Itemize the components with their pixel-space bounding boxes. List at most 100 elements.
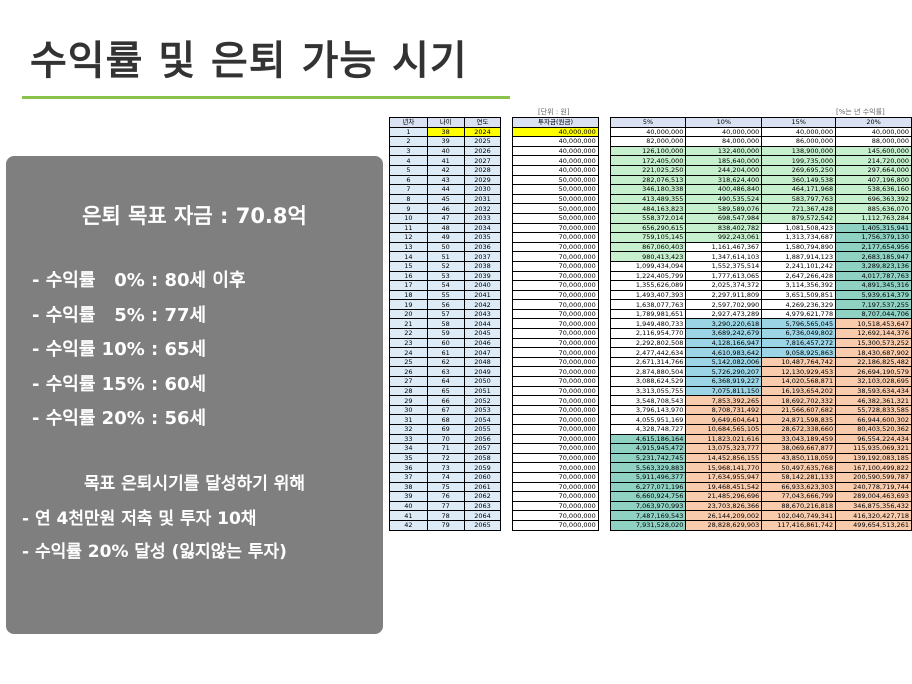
- cell-year: 2065: [463, 519, 502, 531]
- column-spacer: [598, 347, 611, 358]
- cell-rate-5: 2,477,442,634: [609, 347, 687, 358]
- cell-age: 63: [426, 366, 465, 378]
- cell-rate-20: 538,636,160: [835, 184, 912, 195]
- column-spacer: [500, 136, 513, 147]
- cell-rate-5: 3,313,055,755: [609, 385, 687, 397]
- cell-principal: 70,000,000: [512, 462, 599, 473]
- column-spacer: [500, 376, 513, 387]
- table-row: 19 56 2042 70,000,000 1,638,077,763 2,597,702…: [389, 299, 912, 310]
- cell-rate-5: 5,563,329,883: [609, 462, 687, 473]
- cell-rate-20: 55,728,833,585: [835, 404, 912, 416]
- column-spacer: [500, 242, 513, 252]
- column-spacer: [500, 223, 513, 233]
- column-spacer: [598, 386, 611, 396]
- header-spacer: [598, 117, 611, 128]
- cell-rate-20: 297,664,000: [835, 164, 912, 176]
- cell-age: 70: [426, 433, 465, 445]
- column-spacer: [598, 175, 611, 185]
- cell-age: 44: [426, 184, 465, 195]
- cell-rate-10: 14,452,856,155: [685, 452, 763, 464]
- cell-year-index: 22: [389, 328, 428, 339]
- table-row: 11 48 2034 70,000,000 656,290,615 838,402,782…: [389, 222, 912, 234]
- cell-year-index: 31: [389, 414, 428, 425]
- cell-rate-5: 867,060,403: [609, 241, 687, 253]
- cell-rate-10: 1,161,467,367: [685, 241, 763, 253]
- cell-year: 2040: [463, 280, 502, 291]
- cell-rate-5: 6,660,924,756: [609, 491, 687, 502]
- column-spacer: [598, 299, 611, 310]
- column-spacer: [598, 366, 611, 377]
- cell-rate-10: 3,689,242,679: [685, 328, 763, 339]
- cell-year-index: 36: [389, 462, 428, 473]
- cell-rate-20: 214,720,000: [835, 155, 912, 166]
- column-spacer: [500, 491, 513, 502]
- column-spacer: [598, 405, 611, 415]
- cell-rate-5: 4,915,945,472: [609, 443, 687, 454]
- cell-rate-10: 7,075,811,150: [685, 385, 763, 397]
- cell-year-index: 16: [389, 270, 428, 282]
- cell-age: 73: [426, 462, 465, 473]
- rate-line-10: - 수익률 10% : 65세: [32, 339, 207, 360]
- cell-rate-15: 2,647,266,428: [761, 270, 837, 282]
- cell-principal: 70,000,000: [512, 280, 599, 291]
- table-row: 14 51 2037 70,000,000 980,413,423 1,347,614,1…: [389, 251, 912, 262]
- cell-rate-15: 88,670,216,818: [761, 500, 837, 512]
- cell-rate-5: 1,493,407,393: [609, 289, 687, 301]
- cell-rate-5: 980,413,423: [609, 251, 687, 262]
- cell-rate-10: 10,684,565,105: [685, 424, 763, 435]
- cell-rate-10: 490,535,524: [685, 193, 763, 205]
- summary-panel: 은퇴 목표 자금 : 70.8억 - 수익률 0% : 80세 이후 - 수익률…: [6, 156, 383, 634]
- cell-year: 2024: [463, 126, 502, 138]
- cell-rate-10: 318,624,400: [685, 174, 763, 186]
- cell-rate-5: 558,372,014: [609, 212, 687, 224]
- cell-rate-15: 10,487,764,742: [761, 356, 837, 368]
- cell-year: 2033: [463, 212, 502, 224]
- column-spacer: [500, 434, 513, 444]
- cell-rate-5: 346,180,338: [609, 184, 687, 195]
- cell-rate-5: 1,949,480,733: [609, 318, 687, 330]
- cell-rate-10: 838,402,782: [685, 222, 763, 234]
- cell-rate-5: 82,000,000: [609, 136, 687, 147]
- cell-year: 2043: [463, 308, 502, 320]
- cell-year: 2026: [463, 145, 502, 157]
- header-age: 나이: [426, 117, 465, 128]
- cell-age: 64: [426, 376, 465, 387]
- column-spacer: [598, 136, 611, 147]
- cell-year: 2036: [463, 241, 502, 253]
- header-spacer: [500, 117, 513, 128]
- cell-rate-5: 2,292,802,508: [609, 337, 687, 349]
- column-spacer: [500, 462, 513, 473]
- cell-rate-15: 18,692,702,332: [761, 395, 837, 406]
- cell-rate-10: 244,204,000: [685, 164, 763, 176]
- table-row: 12 49 2035 70,000,000 759,105,145 992,243,061…: [389, 232, 912, 243]
- cell-age: 77: [426, 500, 465, 512]
- cell-year: 2027: [463, 155, 502, 166]
- column-spacer: [598, 318, 611, 329]
- cell-year-index: 39: [389, 491, 428, 502]
- cell-rate-15: 1,887,914,123: [761, 251, 837, 262]
- column-spacer: [500, 261, 513, 271]
- cell-principal: 70,000,000: [512, 376, 599, 387]
- table-row: 15 52 2038 70,000,000 1,099,434,094 1,552,375…: [389, 260, 912, 272]
- table-row: 23 60 2046 70,000,000 2,292,802,508 4,128,166…: [389, 337, 912, 349]
- cell-principal: 70,000,000: [512, 260, 599, 272]
- cell-rate-10: 992,243,061: [685, 232, 763, 243]
- cell-rate-5: 3,088,624,529: [609, 376, 687, 387]
- column-spacer: [500, 175, 513, 185]
- cell-year: 2059: [463, 462, 502, 473]
- cell-rate-15: 21,566,607,682: [761, 404, 837, 416]
- cell-rate-15: 3,651,509,851: [761, 289, 837, 301]
- table-row: 37 74 2060 70,000,000 5,911,496,377 17,634,95…: [389, 471, 912, 483]
- cell-principal: 40,000,000: [512, 145, 599, 157]
- cell-principal: 40,000,000: [512, 164, 599, 176]
- cell-year: 2054: [463, 414, 502, 425]
- column-spacer: [598, 146, 611, 156]
- table-row: 40 77 2063 70,000,000 7,063,970,993 23,703,82…: [389, 500, 912, 512]
- column-spacer: [598, 184, 611, 195]
- cell-rate-20: 167,100,499,822: [835, 462, 912, 473]
- rate-note-label: [%는 년 수익률]: [836, 108, 885, 116]
- cell-age: 71: [426, 443, 465, 454]
- cell-rate-5: 172,405,000: [609, 155, 687, 166]
- cell-year-index: 11: [389, 222, 428, 234]
- cell-principal: 70,000,000: [512, 270, 599, 282]
